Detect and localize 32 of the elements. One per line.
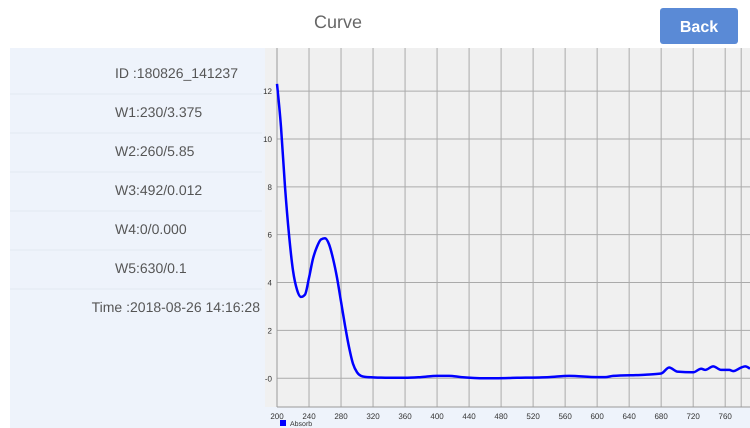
y-tick-label: 10 [263, 134, 273, 144]
x-tick-label: 520 [526, 412, 540, 421]
chart-title: Curve [314, 12, 362, 32]
x-tick-label: 640 [622, 412, 636, 421]
y-tick-label: 6 [268, 230, 273, 240]
x-tick-label: 600 [590, 412, 604, 421]
y-tick-label: 2 [268, 326, 273, 336]
y-tick-label: 12 [263, 87, 273, 96]
text: W4:0/0.000 [115, 221, 187, 237]
text: Time :2018-08-26 14:16:28 [92, 299, 260, 315]
x-tick-label: 720 [686, 412, 700, 421]
x-tick-label: 400 [430, 412, 444, 421]
text: W1:230/3.375 [115, 104, 202, 120]
text: W3:492/0.012 [115, 182, 202, 198]
y-tick-label: 4 [268, 278, 273, 288]
text: W5:630/0.1 [115, 260, 187, 276]
x-tick-label: 360 [398, 412, 412, 421]
y-tick-label: 8 [268, 182, 273, 192]
x-tick-label: 560 [558, 412, 572, 421]
x-tick-label: 440 [462, 412, 476, 421]
text: W2:260/5.85 [115, 143, 195, 159]
back-button: Back [660, 8, 738, 44]
y-tick-label: -0 [264, 374, 273, 384]
x-tick-label: 480 [494, 412, 508, 421]
x-tick-label: 680 [654, 412, 668, 421]
x-tick-label: 760 [718, 412, 732, 421]
x-tick-label: 240 [302, 412, 316, 421]
x-tick-label: 280 [334, 412, 348, 421]
text: ID :180826_141237 [115, 65, 238, 81]
x-tick-label: 200 [270, 412, 284, 421]
x-tick-label: 320 [366, 412, 380, 421]
line-series [276, 82, 750, 380]
